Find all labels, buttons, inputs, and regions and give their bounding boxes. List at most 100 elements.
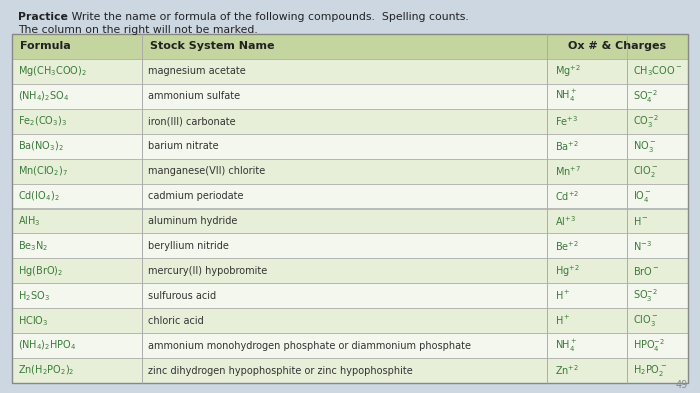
Text: Al$^{+3}$: Al$^{+3}$	[555, 214, 576, 228]
Text: Formula: Formula	[20, 42, 71, 51]
Bar	[142, 233, 547, 258]
Bar	[627, 333, 688, 358]
Bar	[627, 84, 688, 109]
Bar	[547, 134, 627, 159]
Text: Cd(IO$_4$)$_2$: Cd(IO$_4$)$_2$	[18, 189, 60, 203]
Text: mercury(II) hypobromite: mercury(II) hypobromite	[148, 266, 267, 276]
Text: ClO$_2^-$: ClO$_2^-$	[633, 163, 659, 178]
Text: Mn(ClO$_2$)$_7$: Mn(ClO$_2$)$_7$	[18, 164, 68, 178]
Bar	[142, 283, 547, 308]
Bar	[12, 358, 142, 383]
Bar	[142, 59, 547, 84]
Text: NH$_4^+$: NH$_4^+$	[555, 338, 578, 354]
Bar	[142, 209, 547, 233]
Text: manganese(VII) chlorite: manganese(VII) chlorite	[148, 166, 265, 176]
Bar	[547, 209, 627, 233]
Bar	[142, 308, 547, 333]
Bar	[547, 308, 627, 333]
Bar	[142, 159, 547, 184]
Text: Fe$^{+3}$: Fe$^{+3}$	[555, 114, 578, 128]
Bar	[547, 109, 627, 134]
Text: Ox # & Charges: Ox # & Charges	[568, 42, 666, 51]
Text: Stock System Name: Stock System Name	[150, 42, 274, 51]
Text: Mg$^{+2}$: Mg$^{+2}$	[555, 64, 581, 79]
Bar	[627, 59, 688, 84]
Bar	[627, 283, 688, 308]
Bar	[142, 333, 547, 358]
Bar	[12, 258, 142, 283]
Bar	[547, 358, 627, 383]
Bar	[12, 184, 142, 209]
Text: cadmium periodate: cadmium periodate	[148, 191, 244, 201]
Bar	[142, 184, 547, 209]
Text: (NH$_4$)$_2$SO$_4$: (NH$_4$)$_2$SO$_4$	[18, 90, 69, 103]
Bar	[12, 134, 142, 159]
Text: chloric acid: chloric acid	[148, 316, 204, 326]
Bar	[12, 159, 142, 184]
Text: Be$^{+2}$: Be$^{+2}$	[555, 239, 579, 253]
Bar	[12, 308, 142, 333]
Bar	[627, 258, 688, 283]
Bar	[547, 283, 627, 308]
Text: 49: 49	[676, 380, 688, 390]
Text: NO$_3^-$: NO$_3^-$	[633, 139, 657, 154]
Bar	[12, 109, 142, 134]
Bar	[627, 233, 688, 258]
Bar	[142, 109, 547, 134]
Text: SO$_3^{-2}$: SO$_3^{-2}$	[633, 287, 658, 304]
Text: AlH$_3$: AlH$_3$	[18, 214, 41, 228]
Text: NH$_4^+$: NH$_4^+$	[555, 88, 578, 105]
Bar	[627, 134, 688, 159]
Text: iron(III) carbonate: iron(III) carbonate	[148, 116, 236, 126]
Bar	[627, 358, 688, 383]
Text: Zn(H$_2$PO$_2$)$_2$: Zn(H$_2$PO$_2$)$_2$	[18, 364, 74, 377]
Text: beryllium nitride: beryllium nitride	[148, 241, 229, 251]
Text: H$_2$SO$_3$: H$_2$SO$_3$	[18, 289, 50, 303]
Text: barium nitrate: barium nitrate	[148, 141, 218, 151]
Text: H$^+$: H$^+$	[555, 289, 570, 302]
Text: IO$_4^-$: IO$_4^-$	[633, 189, 652, 204]
Text: CH$_3$COO$^-$: CH$_3$COO$^-$	[633, 64, 682, 78]
Bar	[12, 209, 142, 233]
Bar	[142, 84, 547, 109]
Text: Cd$^{+2}$: Cd$^{+2}$	[555, 189, 580, 203]
Bar	[547, 34, 688, 59]
Text: Practice: Practice	[18, 12, 68, 22]
Bar	[547, 84, 627, 109]
Text: magnesium acetate: magnesium acetate	[148, 66, 246, 76]
Bar	[142, 258, 547, 283]
Text: Ba(NO$_3$)$_2$: Ba(NO$_3$)$_2$	[18, 140, 64, 153]
Bar	[12, 84, 142, 109]
Text: Fe$_2$(CO$_3$)$_3$: Fe$_2$(CO$_3$)$_3$	[18, 114, 67, 128]
Text: Hg(BrO)$_2$: Hg(BrO)$_2$	[18, 264, 63, 278]
Bar	[12, 333, 142, 358]
Text: Mg(CH$_3$COO)$_2$: Mg(CH$_3$COO)$_2$	[18, 64, 87, 78]
Text: H$^-$: H$^-$	[633, 215, 649, 227]
Text: The column on the right will not be marked.: The column on the right will not be mark…	[18, 25, 258, 35]
Bar	[12, 283, 142, 308]
Bar	[627, 159, 688, 184]
Bar	[12, 34, 688, 383]
Bar	[547, 59, 627, 84]
Bar	[547, 184, 627, 209]
Bar	[627, 184, 688, 209]
Text: aluminum hydride: aluminum hydride	[148, 216, 237, 226]
Text: Ba$^{+2}$: Ba$^{+2}$	[555, 139, 579, 153]
Text: sulfurous acid: sulfurous acid	[148, 291, 216, 301]
Bar	[142, 134, 547, 159]
Bar	[142, 358, 547, 383]
Text: Zn$^{+2}$: Zn$^{+2}$	[555, 364, 579, 377]
Text: HClO$_3$: HClO$_3$	[18, 314, 48, 328]
Text: SO$_4^{-2}$: SO$_4^{-2}$	[633, 88, 658, 105]
Text: :  Write the name or formula of the following compounds.  Spelling counts.: : Write the name or formula of the follo…	[61, 12, 469, 22]
Text: (NH$_4$)$_2$HPO$_4$: (NH$_4$)$_2$HPO$_4$	[18, 339, 76, 353]
Bar	[547, 333, 627, 358]
Text: HPO$_4^{-2}$: HPO$_4^{-2}$	[633, 337, 665, 354]
Text: BrO$^-$: BrO$^-$	[633, 265, 660, 277]
Bar	[627, 209, 688, 233]
Bar	[547, 159, 627, 184]
Bar	[627, 109, 688, 134]
Bar	[12, 34, 142, 59]
Bar	[547, 258, 627, 283]
Text: H$_2$PO$_2^-$: H$_2$PO$_2^-$	[633, 363, 667, 378]
